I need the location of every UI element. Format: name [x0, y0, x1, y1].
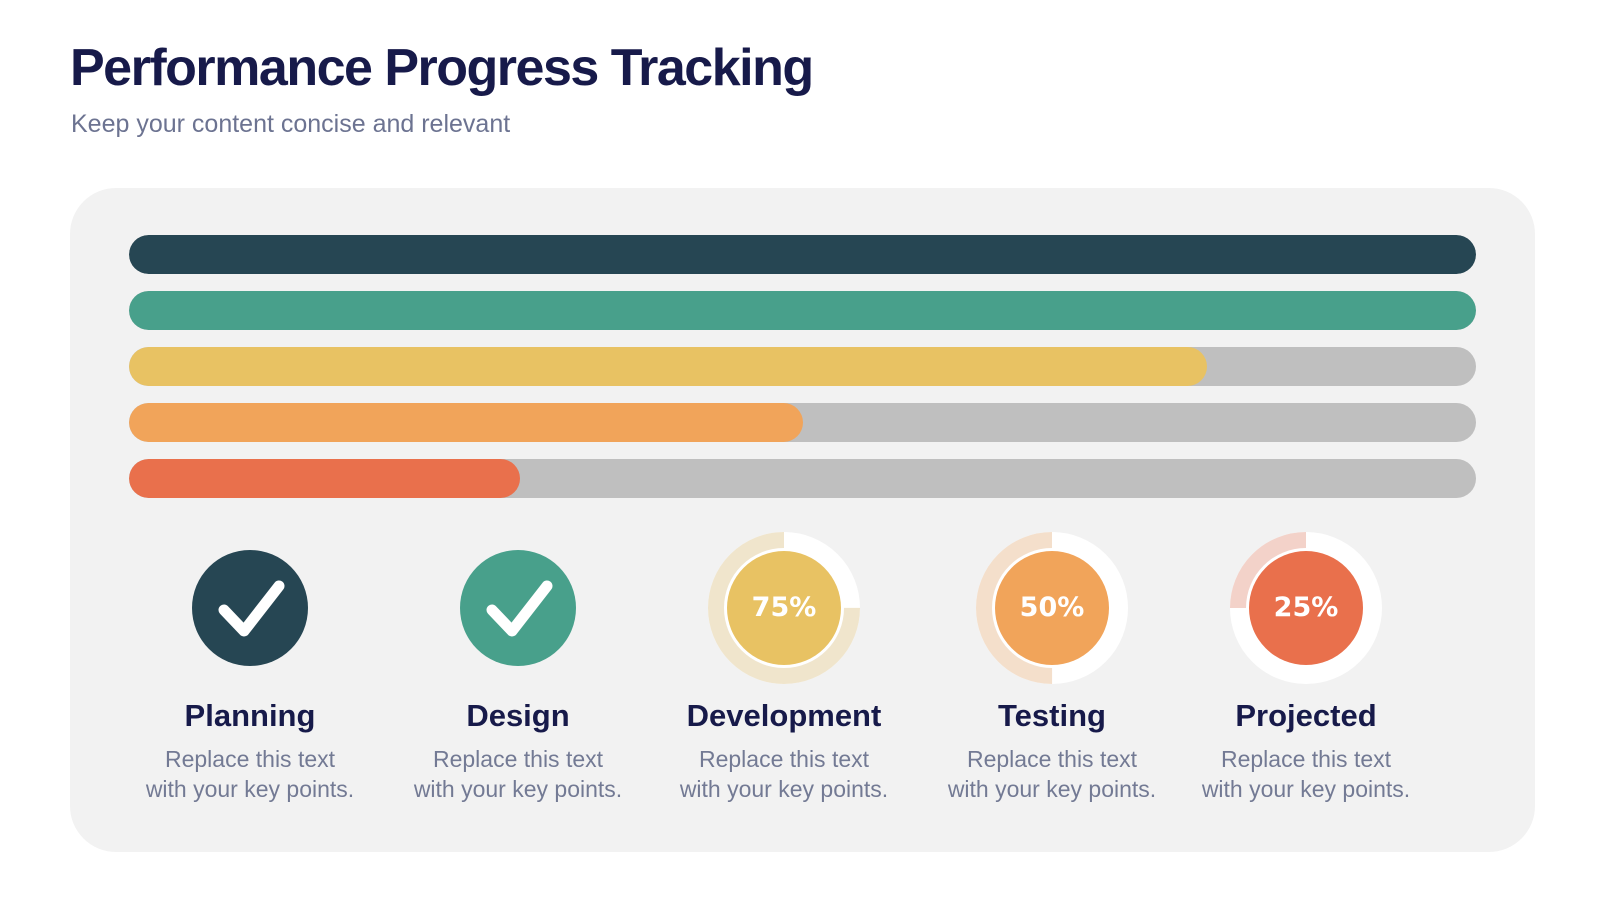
- progress-bar-track-development: [129, 347, 1476, 386]
- stage-description-line: with your key points.: [1201, 776, 1411, 802]
- progress-bar-track-planning: [129, 235, 1476, 274]
- stage-description: Replace this text with your key points.: [634, 744, 934, 804]
- stage-planning: Planning Replace this text with your key p…: [100, 528, 400, 804]
- stage-description: Replace this text with your key points.: [1156, 744, 1456, 804]
- stage-description: Replace this text with your key points.: [368, 744, 668, 804]
- stage-name: Planning: [184, 698, 316, 733]
- stage-name: Projected: [1235, 698, 1377, 733]
- stage-name: Development: [686, 698, 882, 733]
- stage-description-line: Replace this text: [164, 746, 336, 772]
- progress-ring-icon: 25%: [1226, 528, 1386, 688]
- page-title: Performance Progress Tracking: [70, 39, 814, 97]
- percent-label: 25%: [1273, 592, 1339, 623]
- percent-label: 50%: [1019, 592, 1085, 623]
- stage-design: Design Replace this text with your key poi…: [368, 528, 668, 804]
- progress-ring-icon: 50%: [972, 528, 1132, 688]
- progress-bar-fill-design: [129, 291, 1476, 330]
- stage-description-line: Replace this text: [432, 746, 604, 772]
- stage-list: Planning Replace this text with your key p…: [70, 528, 1535, 828]
- stage-name: Design: [466, 698, 570, 733]
- stage-description-line: with your key points.: [145, 776, 355, 802]
- stage-development: 75% Development Replace this text with your…: [634, 528, 934, 804]
- progress-bar-track-testing: [129, 403, 1476, 442]
- stage-description-line: with your key points.: [947, 776, 1157, 802]
- stage-description-line: Replace this text: [966, 746, 1138, 772]
- progress-panel: Planning Replace this text with your key p…: [70, 188, 1535, 852]
- stage-description: Replace this text with your key points.: [902, 744, 1202, 804]
- checkmark-icon: [170, 528, 330, 688]
- progress-bar-fill-projected: [129, 459, 520, 498]
- stage-projected: 25% Projected Replace this text with your k…: [1156, 528, 1456, 804]
- progress-bars: [129, 235, 1476, 515]
- stage-testing: 50% Testing Replace this text with your key…: [902, 528, 1202, 804]
- percent-label: 75%: [751, 592, 817, 623]
- page-subtitle: Keep your content concise and relevant: [71, 110, 511, 138]
- stage-description-line: with your key points.: [679, 776, 889, 802]
- progress-bar-track-projected: [129, 459, 1476, 498]
- progress-bar-fill-development: [129, 347, 1207, 386]
- progress-bar-track-design: [129, 291, 1476, 330]
- progress-bar-fill-planning: [129, 235, 1476, 274]
- stage-description-line: with your key points.: [413, 776, 623, 802]
- stage-description: Replace this text with your key points.: [100, 744, 400, 804]
- progress-bar-fill-testing: [129, 403, 803, 442]
- checkmark-icon: [438, 528, 598, 688]
- stage-description-line: Replace this text: [1220, 746, 1392, 772]
- progress-ring-icon: 75%: [704, 528, 864, 688]
- stage-name: Testing: [998, 698, 1106, 733]
- stage-description-line: Replace this text: [698, 746, 870, 772]
